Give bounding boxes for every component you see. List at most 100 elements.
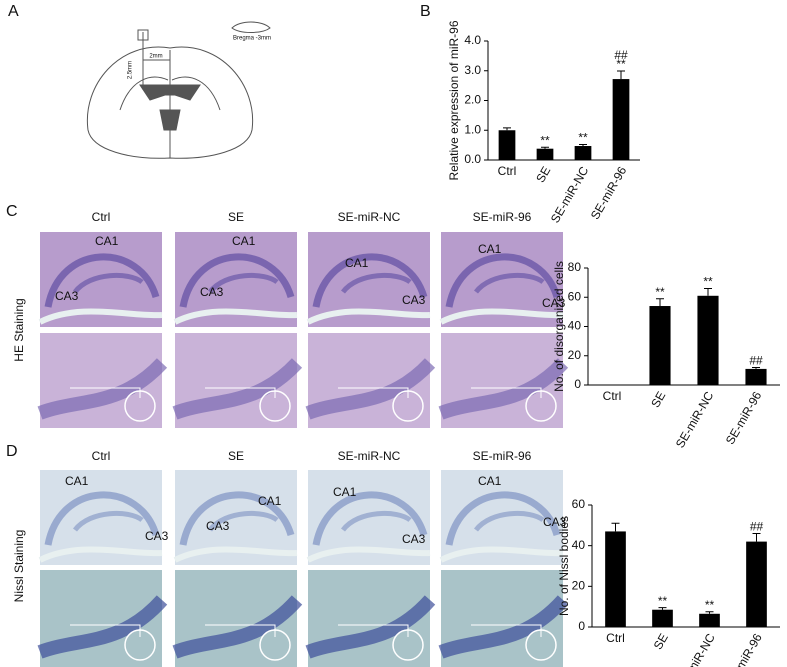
- y-tick-label: 0.0: [464, 152, 481, 166]
- y-tick-label: 20: [572, 579, 586, 593]
- column-title: SE-miR-96: [473, 449, 532, 463]
- bar: [745, 368, 767, 385]
- panel-label: C: [6, 203, 18, 220]
- significance: **: [658, 594, 668, 608]
- bar: [612, 79, 630, 160]
- cell-layer: [438, 595, 569, 659]
- tissue-band: [445, 253, 561, 308]
- error-bar: [656, 298, 664, 307]
- bar: [746, 541, 767, 627]
- error-bar: [704, 287, 712, 296]
- y-axis-label: No. of disorganized cells: [552, 261, 566, 392]
- tissue-band: [445, 491, 561, 546]
- tissue-band: [474, 272, 545, 294]
- significance: **: [655, 285, 665, 299]
- schematic-label: 2.5mm: [128, 61, 134, 79]
- ventricle: [439, 308, 564, 325]
- region-label: CA3: [402, 532, 426, 546]
- cell-layer: [37, 358, 168, 420]
- error-bar: [752, 366, 760, 369]
- guide: [471, 624, 542, 637]
- tissue-band: [179, 253, 295, 308]
- region-label: CA3: [206, 519, 230, 533]
- region-label: CA1: [345, 256, 369, 270]
- region-label: CA3: [55, 289, 79, 303]
- ventricle: [38, 308, 163, 325]
- significance: **: [703, 275, 713, 289]
- column-title: SE-miR-NC: [338, 449, 401, 463]
- ventricle: [173, 546, 298, 563]
- region-label: CA1: [65, 474, 89, 488]
- error-bar: [611, 522, 620, 532]
- cell-layer: [305, 595, 436, 659]
- region-label: CA3: [542, 296, 566, 310]
- y-tick-label: 4.0: [464, 33, 481, 47]
- region-label: CA1: [258, 494, 282, 508]
- column-title: SE: [228, 449, 244, 463]
- significance: **: [705, 598, 715, 612]
- error-bar: [752, 532, 761, 542]
- schematic-label: Bregma -3mm: [233, 36, 271, 42]
- column-title: SE: [228, 210, 244, 224]
- bar: [699, 613, 720, 627]
- x-tick-label: SE: [533, 164, 553, 185]
- guide: [338, 624, 409, 637]
- region-label: CA3: [200, 285, 224, 299]
- y-tick-label: 0: [578, 619, 585, 633]
- y-tick-label: 3.0: [464, 63, 481, 77]
- row-label: HE Staining: [12, 298, 26, 361]
- ventricle: [306, 546, 431, 563]
- column-title: SE-miR-NC: [338, 210, 401, 224]
- cell-layer: [37, 595, 168, 659]
- schematic-label: 2mm: [149, 54, 162, 60]
- y-tick-label: 2.0: [464, 93, 481, 107]
- ventricle: [38, 546, 163, 563]
- tissue-band: [341, 272, 412, 294]
- ventricle: [306, 308, 431, 325]
- significance: **: [578, 131, 588, 145]
- guide: [70, 624, 141, 637]
- y-tick-label: 40: [568, 319, 582, 333]
- error-bar: [617, 70, 625, 80]
- guide: [205, 624, 276, 637]
- column-title: SE-miR-96: [473, 210, 532, 224]
- tissue-band: [73, 510, 144, 532]
- x-tick-label: SE-miR-NC: [548, 164, 592, 226]
- row-label: Nissl Staining: [12, 530, 26, 603]
- tissue-band: [208, 272, 279, 294]
- tissue-band: [73, 272, 144, 294]
- significance: ##: [750, 520, 764, 534]
- bar: [574, 146, 592, 160]
- guide: [70, 387, 141, 398]
- x-tick-label: Ctrl: [606, 631, 625, 645]
- ventricle: [173, 308, 298, 325]
- significance: ##: [749, 354, 763, 368]
- region-label: CA1: [478, 242, 502, 256]
- significance: ##: [614, 48, 628, 62]
- x-tick-label: SE-miR-96: [723, 631, 765, 667]
- y-tick-label: 60: [572, 497, 586, 511]
- bar: [697, 295, 719, 385]
- y-tick-label: 0: [574, 377, 581, 391]
- panel-label: B: [420, 3, 431, 20]
- cell-layer: [438, 358, 569, 420]
- guide: [471, 387, 542, 398]
- column-title: Ctrl: [92, 210, 111, 224]
- tissue-band: [474, 510, 545, 532]
- schematic: [86, 21, 271, 159]
- cell-layer: [172, 358, 303, 420]
- y-axis-label: No. of Nissl bodies: [557, 516, 571, 616]
- x-tick-label: SE: [651, 631, 671, 652]
- bar: [649, 306, 671, 385]
- error-bar: [579, 144, 587, 147]
- error-bar: [541, 146, 549, 149]
- x-tick-label: SE-miR-NC: [673, 389, 717, 451]
- error-bar: [658, 607, 667, 610]
- panel-label: D: [6, 443, 18, 460]
- y-tick-label: 1.0: [464, 122, 481, 136]
- x-tick-label: Ctrl: [603, 389, 622, 403]
- region-label: CA3: [543, 515, 567, 529]
- tissue-band: [179, 491, 295, 546]
- cell-layer: [305, 358, 436, 420]
